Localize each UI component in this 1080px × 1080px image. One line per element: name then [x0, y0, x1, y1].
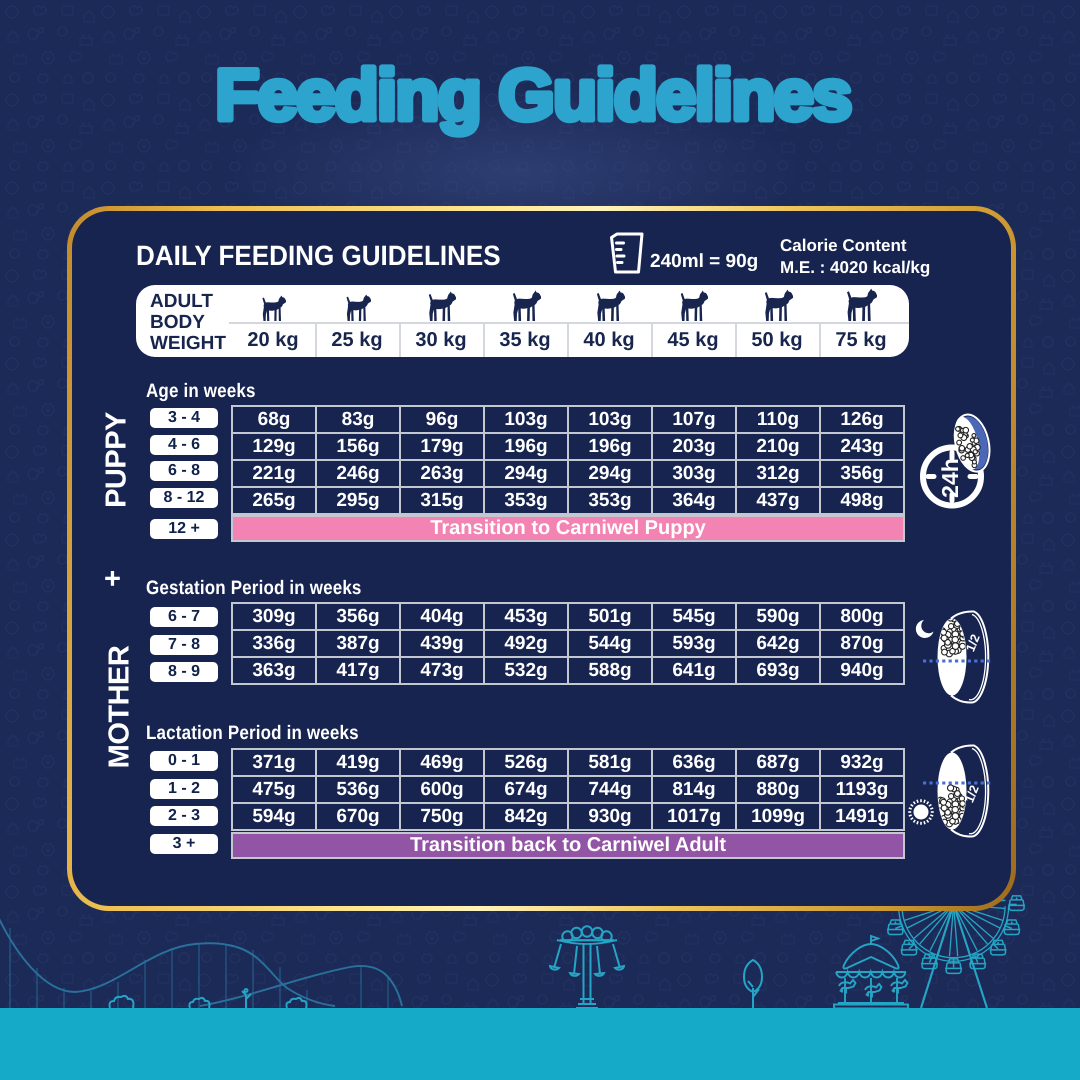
svg-text:24h: 24h [937, 458, 963, 498]
svg-text:1/2: 1/2 [962, 783, 982, 804]
svg-text:1/2: 1/2 [963, 632, 983, 653]
svg-text:Feeding Guidelines: Feeding Guidelines [215, 56, 850, 136]
